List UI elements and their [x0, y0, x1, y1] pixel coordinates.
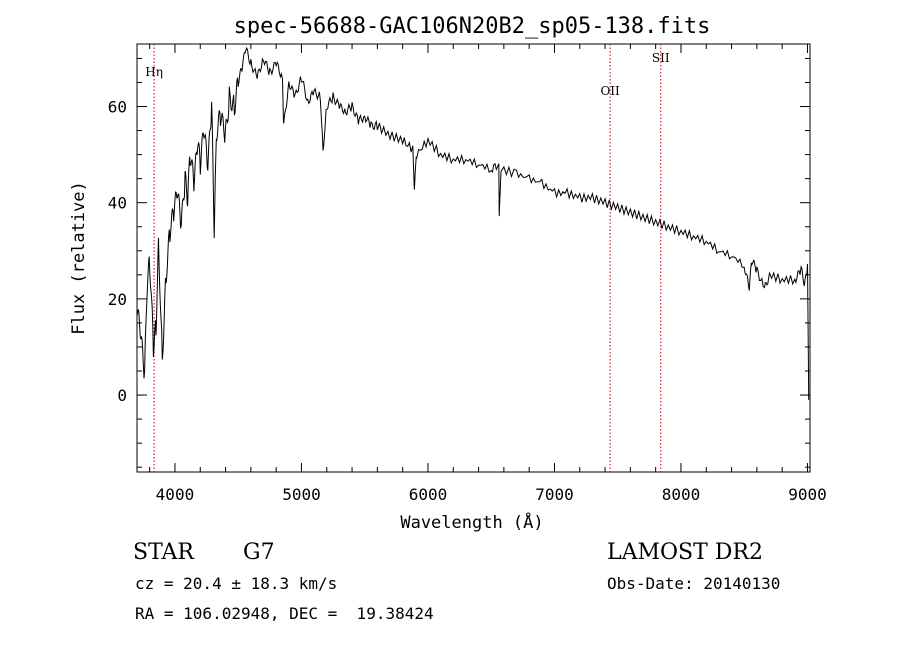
- spectrum-line: [136, 46, 810, 400]
- obs-date: Obs-Date: 20140130: [607, 574, 780, 593]
- x-tick-label: 9000: [788, 485, 827, 504]
- coordinates-text: RA = 106.02948, DEC = 19.38424: [135, 604, 434, 623]
- x-tick-label: 8000: [662, 485, 701, 504]
- x-tick-label: 6000: [409, 485, 448, 504]
- axis-ticks: 4000 5000 6000 7000 8000 9000 0 20 40 60: [108, 44, 827, 504]
- emission-line-label: Hη: [145, 65, 163, 79]
- emission-line-label: OII: [600, 84, 620, 98]
- x-tick-label: 5000: [282, 485, 321, 504]
- x-axis-label: Wavelength (Å): [400, 511, 543, 533]
- survey-name: LAMOST DR2: [607, 540, 763, 565]
- plot-frame: [136, 43, 811, 473]
- object-class: STAR: [133, 540, 195, 565]
- y-tick-label: 60: [108, 98, 127, 117]
- redshift-text: cz = 20.4 ± 18.3 km/s: [135, 574, 337, 593]
- y-axis-label: Flux (relative): [69, 181, 89, 335]
- spectral-subclass: G7: [243, 540, 275, 565]
- chart-title: spec-56688-GAC106N20B2_sp05-138.fits: [234, 14, 711, 39]
- x-tick-label: 7000: [535, 485, 574, 504]
- y-tick-label: 20: [108, 290, 127, 309]
- x-tick-label: 4000: [156, 485, 195, 504]
- emission-line-label: SII: [652, 51, 670, 65]
- y-tick-label: 40: [108, 194, 127, 213]
- emission-lines: Hη OII SII: [145, 44, 670, 472]
- y-tick-label: 0: [117, 386, 127, 405]
